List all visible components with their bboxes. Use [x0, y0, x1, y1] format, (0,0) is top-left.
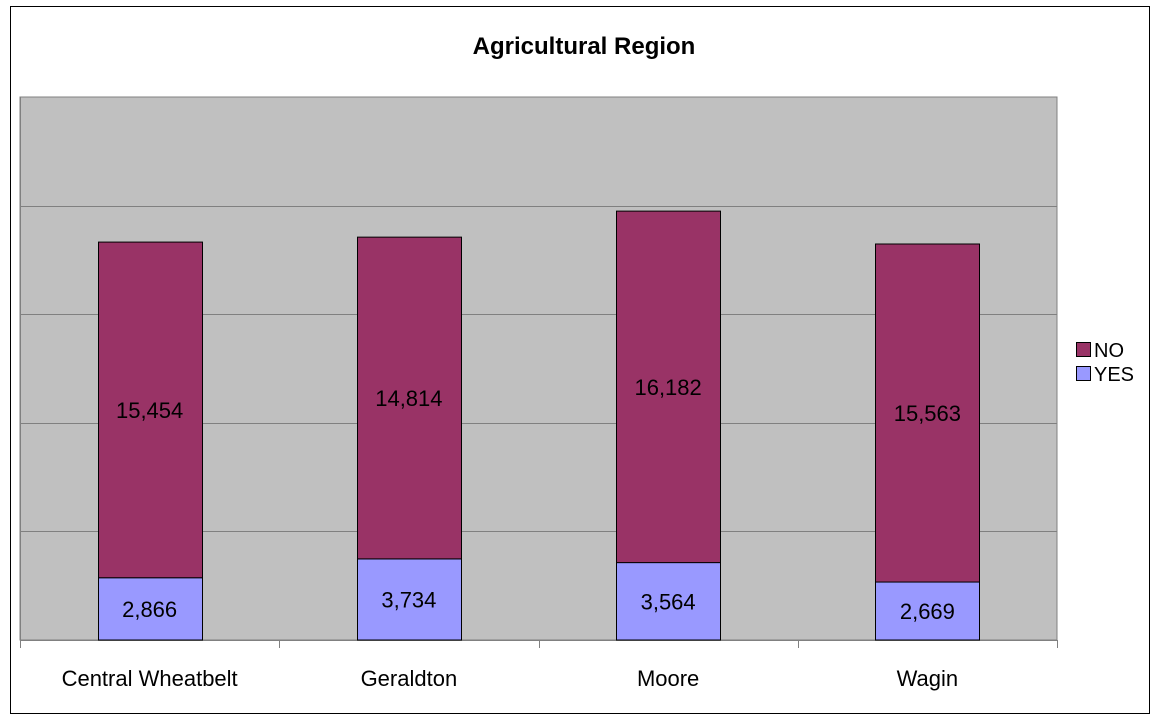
bar-no-wagin — [875, 243, 980, 583]
data-label: 3,734 — [381, 587, 436, 612]
legend-swatch-yes — [1076, 366, 1091, 381]
x-tick-label: Geraldton — [361, 666, 458, 691]
plot-area: 2,866 15,454 Central Wheatbelt 3,734 14,814 G… — [19, 96, 1058, 691]
bar-no-geraldton — [357, 236, 462, 560]
data-label: 15,563 — [894, 401, 961, 426]
legend-swatch-no — [1076, 342, 1091, 357]
bar-yes-moore — [616, 562, 721, 641]
data-label: 14,814 — [375, 386, 442, 411]
legend-label-no: NO — [1094, 340, 1124, 362]
bar-yes-geraldton — [357, 558, 462, 641]
data-label: 2,866 — [122, 597, 177, 622]
legend-label-yes: YES — [1094, 364, 1134, 386]
bar-yes-central-wheatbelt — [98, 577, 203, 641]
bar-no-moore — [616, 210, 721, 564]
data-label: 3,564 — [641, 589, 696, 614]
chart-title: Agricultural Region — [473, 33, 696, 60]
data-label: 15,454 — [116, 398, 183, 423]
data-label: 2,669 — [900, 599, 955, 624]
bar-yes-wagin — [875, 581, 980, 641]
x-tick-label: Wagin — [897, 666, 959, 691]
data-label: 16,182 — [634, 375, 701, 400]
x-tick-label: Moore — [637, 666, 699, 691]
bar-no-central-wheatbelt — [98, 241, 203, 579]
x-tick-label: Central Wheatbelt — [62, 666, 238, 691]
